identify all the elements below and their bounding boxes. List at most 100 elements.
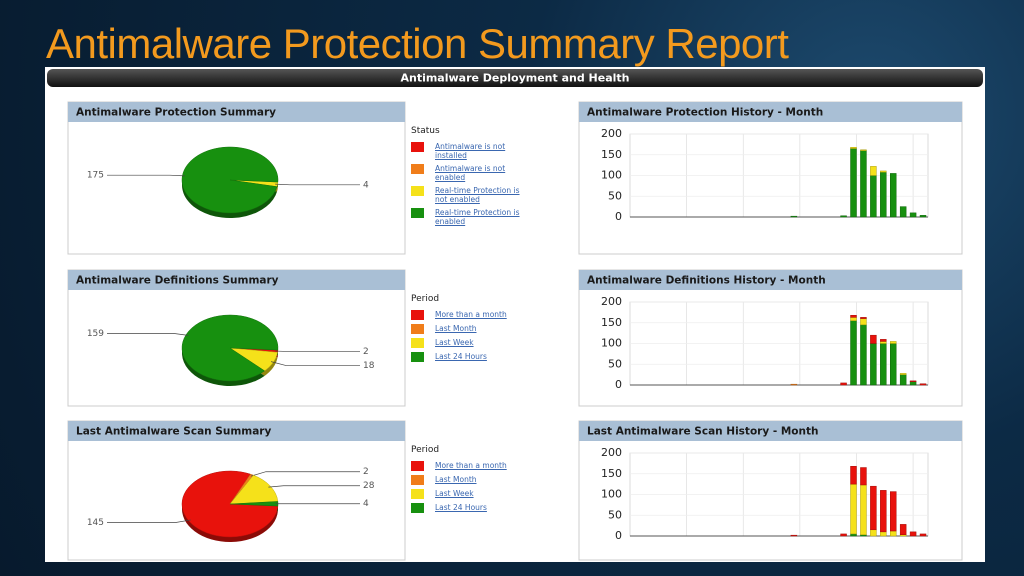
chart-title: Last Antimalware Scan History - Month <box>587 426 818 438</box>
bar-segment <box>860 484 867 536</box>
bar-segment <box>909 380 917 382</box>
chart-header <box>579 421 962 441</box>
bar-segment <box>860 150 867 218</box>
legend-label[interactable]: Last Week <box>435 489 474 498</box>
y-tick-label: 0 <box>615 378 622 391</box>
y-tick-label: 50 <box>608 508 622 521</box>
y-tick-label: 200 <box>601 446 622 459</box>
pie-value-label: 145 <box>87 518 104 528</box>
pie-value-label: 4 <box>363 180 369 190</box>
chart-title: Last Antimalware Scan Summary <box>76 426 271 438</box>
chart-title: Antimalware Definitions Summary <box>76 275 279 287</box>
legend-label[interactable]: Last Month <box>435 475 477 484</box>
legend-item: Real-time Protection is not enabled <box>411 186 530 204</box>
leader-line <box>268 485 360 488</box>
chart-header <box>579 102 962 122</box>
bar-segment <box>880 339 887 342</box>
bar-segment <box>880 170 887 173</box>
legend-swatch <box>411 338 424 348</box>
legend-swatch <box>411 503 424 513</box>
legend-label[interactable]: Antimalware is not enabled <box>435 164 506 182</box>
legend-item: More than a month <box>411 310 530 320</box>
legend-swatch <box>411 461 424 471</box>
bar-segment <box>850 147 857 149</box>
y-tick-label: 50 <box>608 189 622 202</box>
legend-item: Last 24 Hours <box>411 503 530 513</box>
bar-segment <box>860 317 867 319</box>
bar-segment <box>909 531 917 537</box>
y-tick-label: 50 <box>608 357 622 370</box>
legend-label[interactable]: Last Week <box>435 338 474 347</box>
bar-segment <box>899 524 907 536</box>
legend-label[interactable]: Real-time Protection is not enabled <box>435 186 520 204</box>
bar-segment <box>880 171 887 218</box>
legend-swatch <box>411 475 424 485</box>
pie-slice <box>181 314 279 382</box>
bar-segment <box>899 374 907 386</box>
chart-title: Antimalware Definitions History - Month <box>587 275 826 287</box>
bar-segment <box>850 533 857 537</box>
legend-label[interactable]: Last 24 Hours <box>435 352 487 361</box>
bar-segment <box>880 341 887 344</box>
bar-segment <box>860 467 867 486</box>
bar-segment <box>909 381 917 386</box>
bar-segment <box>850 320 857 386</box>
legend-swatch <box>411 164 424 174</box>
legend-label[interactable]: Real-time Protection is enabled <box>435 208 520 226</box>
bar-segment <box>850 466 857 485</box>
bar-segment <box>790 215 798 218</box>
legend-item: Last 24 Hours <box>411 352 530 362</box>
legend-label[interactable]: Last Month <box>435 324 477 333</box>
legend-swatch <box>411 142 424 152</box>
legend-item: Antimalware is not installed <box>411 142 530 160</box>
legend-label[interactable]: More than a month <box>435 310 507 319</box>
leader-line <box>107 519 191 523</box>
bar-segment <box>890 491 897 532</box>
bar-segment <box>880 490 887 533</box>
y-tick-label: 150 <box>601 467 622 480</box>
legend-label[interactable]: Antimalware is not installed <box>435 142 506 160</box>
y-tick-label: 150 <box>601 148 622 161</box>
legend-item: More than a month <box>411 461 530 471</box>
pie-value-label: 159 <box>87 329 104 339</box>
chart-header <box>579 270 962 290</box>
legend: Period More than a month Last Month Last We… <box>411 446 530 517</box>
bar-segment <box>880 531 887 537</box>
bar-segment <box>870 343 877 386</box>
y-tick-label: 0 <box>615 529 622 542</box>
legend-item: Real-time Protection is enabled <box>411 208 530 226</box>
y-tick-label: 200 <box>601 295 622 308</box>
pie-value-label: 18 <box>363 361 375 371</box>
bar-segment <box>790 534 798 537</box>
legend-swatch <box>411 186 424 196</box>
legend-item: Last Month <box>411 324 530 334</box>
pie-value-label: 4 <box>363 499 369 509</box>
legend-label[interactable]: More than a month <box>435 461 507 470</box>
pie-value-label: 175 <box>87 171 104 181</box>
bar-segment <box>840 215 847 218</box>
bar-segment <box>840 533 847 537</box>
y-tick-label: 100 <box>601 488 622 501</box>
bar-segment <box>919 383 927 386</box>
chart-header <box>68 421 405 441</box>
legend-swatch <box>411 310 424 320</box>
bar-segment <box>899 373 907 375</box>
legend-item: Last Week <box>411 338 530 348</box>
chart-title: Antimalware Protection History - Month <box>587 107 823 119</box>
chart-header <box>68 270 405 290</box>
leader-line <box>107 333 189 336</box>
leader-line <box>107 174 185 177</box>
pie-value-label: 2 <box>363 467 369 477</box>
bar-segment <box>919 215 927 218</box>
pie-value-label: 2 <box>363 347 369 357</box>
bar-segment <box>890 341 897 344</box>
legend-item: Last Month <box>411 475 530 485</box>
leader-line <box>250 471 360 477</box>
legend-label[interactable]: Last 24 Hours <box>435 503 487 512</box>
bar-segment <box>870 485 877 531</box>
y-tick-label: 150 <box>601 316 622 329</box>
header-bar <box>47 69 983 87</box>
legend: Period More than a month Last Month Last We… <box>411 295 530 366</box>
y-tick-label: 100 <box>601 337 622 350</box>
